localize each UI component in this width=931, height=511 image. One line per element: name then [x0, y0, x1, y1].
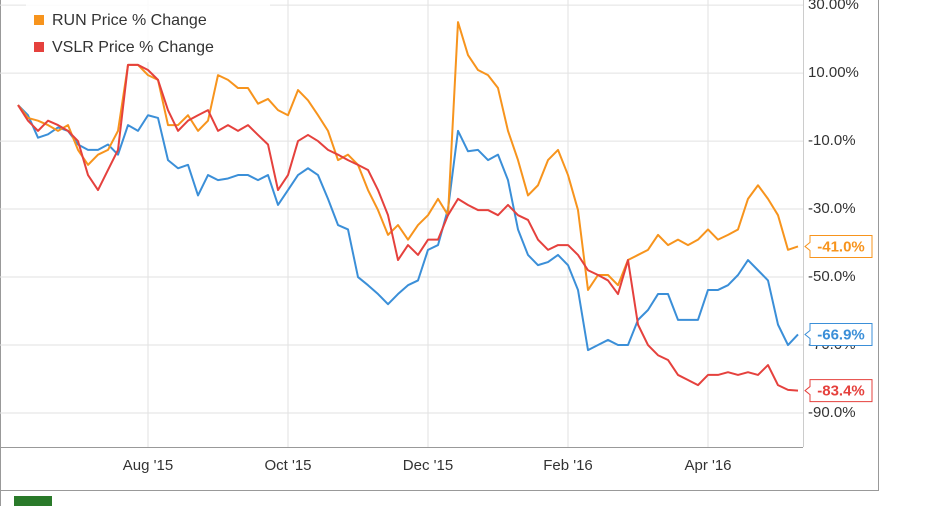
y-tick-label: -10.0%	[808, 132, 856, 149]
end-label-box	[804, 379, 873, 403]
lines	[17, 21, 799, 392]
grid	[0, 0, 803, 447]
y-tick-label: 30.00%	[808, 0, 859, 13]
legend-label: VSLR Price % Change	[52, 39, 214, 56]
series-line	[17, 63, 799, 392]
y-tick-label: -50.0%	[808, 268, 856, 285]
x-tick-label: Dec '15	[403, 457, 453, 474]
x-tick-label: Feb '16	[543, 457, 593, 474]
logo	[14, 496, 52, 506]
x-tick-label: Apr '16	[684, 457, 731, 474]
y-tick-label: -90.0%	[808, 404, 856, 421]
end-label-box	[804, 322, 873, 346]
x-tick-label: Oct '15	[264, 457, 311, 474]
end-label: -66.9%	[817, 326, 865, 343]
legend: RUN Price % Change VSLR Price % Change	[26, 0, 270, 62]
legend-swatch	[34, 15, 44, 25]
series-line	[17, 21, 799, 291]
y-tick-label: -30.0%	[808, 200, 856, 217]
labels: 30.00%10.00%-10.0%-30.0%-50.0%-70.0%-90.…	[123, 0, 873, 474]
end-label-box	[804, 234, 873, 258]
legend-label: RUN Price % Change	[52, 12, 207, 29]
end-label: -41.0%	[817, 238, 865, 255]
end-label: -83.4%	[817, 383, 865, 400]
series-line	[17, 104, 799, 352]
legend-box	[26, 0, 270, 62]
x-tick-label: Aug '15	[123, 457, 173, 474]
legend-swatch	[34, 42, 44, 52]
y-tick-label: 10.00%	[808, 64, 859, 81]
